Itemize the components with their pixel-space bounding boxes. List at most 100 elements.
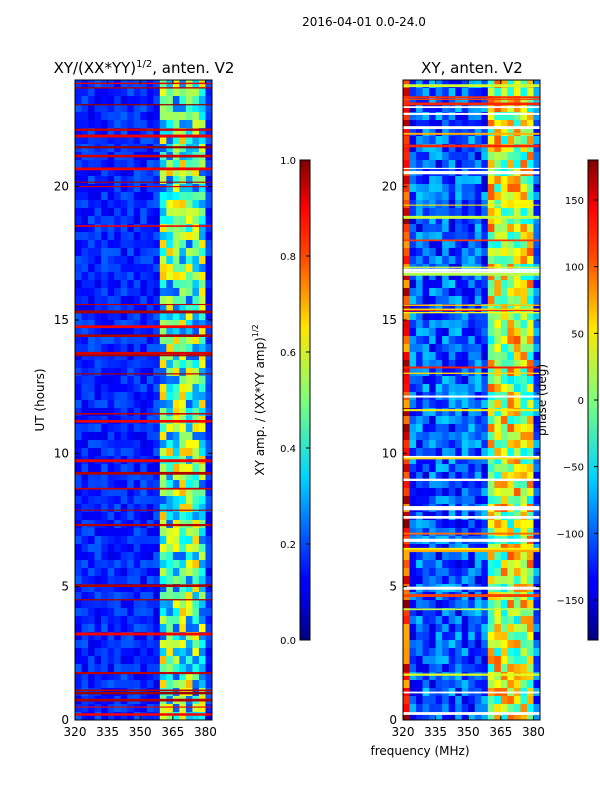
heatmap-cell — [526, 352, 535, 361]
heatmap-cell — [416, 456, 424, 465]
heatmap-cell — [429, 400, 437, 409]
heatmap-cell — [153, 128, 161, 137]
heatmap-cell — [140, 312, 148, 321]
heatmap-cell — [153, 472, 161, 481]
heatmap-cell — [448, 384, 456, 393]
heatmap-cell — [448, 672, 456, 681]
heatmap-cell — [120, 664, 128, 673]
heatmap-cell — [114, 112, 122, 121]
heatmap-cell — [494, 376, 502, 385]
heatmap-cell — [494, 248, 502, 257]
heatmap-cell — [507, 680, 515, 689]
heatmap-cell — [500, 696, 508, 705]
heatmap-cell — [107, 504, 115, 513]
heatmap-streak — [75, 325, 212, 329]
heatmap-cell — [468, 264, 476, 273]
heatmap-cell — [192, 664, 200, 673]
heatmap-cell — [185, 440, 194, 449]
heatmap-cell — [88, 128, 96, 137]
heatmap-cell — [461, 656, 469, 665]
heatmap-cell — [205, 352, 212, 361]
heatmap-cell — [422, 680, 430, 689]
heatmap-cell — [88, 120, 96, 129]
heatmap-cell — [185, 264, 194, 273]
heatmap-cell — [533, 480, 540, 489]
heatmap-cell — [159, 208, 167, 217]
heatmap-cell — [455, 240, 463, 249]
heatmap-cell — [192, 352, 200, 361]
heatmap-cell — [403, 208, 411, 217]
heatmap-cell — [179, 128, 187, 137]
heatmap-cell — [403, 384, 411, 393]
heatmap-cell — [455, 384, 463, 393]
heatmap-cell — [120, 672, 128, 681]
heatmap-cell — [533, 616, 540, 625]
heatmap-cell — [422, 488, 430, 497]
heatmap-cell — [185, 216, 194, 225]
heatmap-streak — [75, 154, 212, 158]
heatmap-cell — [442, 528, 450, 537]
heatmap-cell — [500, 272, 508, 281]
heatmap-cell — [429, 104, 437, 113]
heatmap-cell — [146, 312, 154, 321]
heatmap-cell — [179, 464, 187, 473]
heatmap-cell — [146, 448, 154, 457]
heatmap-cell — [403, 456, 411, 465]
heatmap-cell — [416, 344, 424, 353]
heatmap-cell — [101, 576, 109, 585]
heatmap-cell — [159, 400, 167, 409]
heatmap-streak — [75, 632, 212, 636]
heatmap-cell — [416, 216, 424, 225]
heatmap-cell — [159, 296, 167, 305]
heatmap-cell — [81, 256, 89, 265]
heatmap-cell — [107, 400, 115, 409]
heatmap-cell — [75, 312, 83, 321]
heatmap-cell — [81, 496, 89, 505]
heatmap-cell — [75, 664, 83, 673]
heatmap-cell — [422, 344, 430, 353]
heatmap-cell — [192, 528, 200, 537]
heatmap-cell — [507, 336, 515, 345]
heatmap-cell — [94, 352, 102, 361]
heatmap-cell — [140, 80, 148, 89]
heatmap-cell — [88, 472, 96, 481]
heatmap-cell — [422, 600, 430, 609]
heatmap-cell — [133, 176, 141, 185]
heatmap-cell — [487, 136, 495, 145]
heatmap-cell — [461, 88, 469, 97]
heatmap-cell — [198, 184, 207, 193]
heatmap-cell — [153, 384, 161, 393]
heatmap-cell — [507, 528, 515, 537]
heatmap-cell — [435, 520, 443, 529]
heatmap-cell — [409, 448, 417, 457]
heatmap-cell — [416, 288, 424, 297]
heatmap-cell — [442, 296, 450, 305]
heatmap-cell — [513, 496, 522, 505]
heatmap-cell — [448, 232, 456, 241]
heatmap-cell — [81, 592, 89, 601]
heatmap-cell — [101, 640, 109, 649]
heatmap-cell — [166, 384, 174, 393]
heatmap-cell — [75, 376, 83, 385]
heatmap-cell — [526, 600, 535, 609]
heatmap-cell — [198, 280, 207, 289]
heatmap-cell — [403, 520, 411, 529]
heatmap-cell — [487, 352, 495, 361]
heatmap-cell — [127, 176, 135, 185]
heatmap-cell — [461, 448, 469, 457]
heatmap-cell — [474, 440, 482, 449]
heatmap-cell — [429, 600, 437, 609]
heatmap-cell — [435, 240, 443, 249]
heatmap-cell — [101, 568, 109, 577]
heatmap-cell — [192, 560, 200, 569]
heatmap-cell — [513, 320, 522, 329]
heatmap-cell — [422, 480, 430, 489]
heatmap-cell — [526, 520, 535, 529]
heatmap-cell — [179, 176, 187, 185]
heatmap-cell — [422, 152, 430, 161]
heatmap-cell — [179, 200, 187, 209]
heatmap-cell — [179, 328, 187, 337]
heatmap-cell — [88, 176, 96, 185]
heatmap-cell — [533, 312, 540, 321]
heatmap-cell — [526, 464, 535, 473]
